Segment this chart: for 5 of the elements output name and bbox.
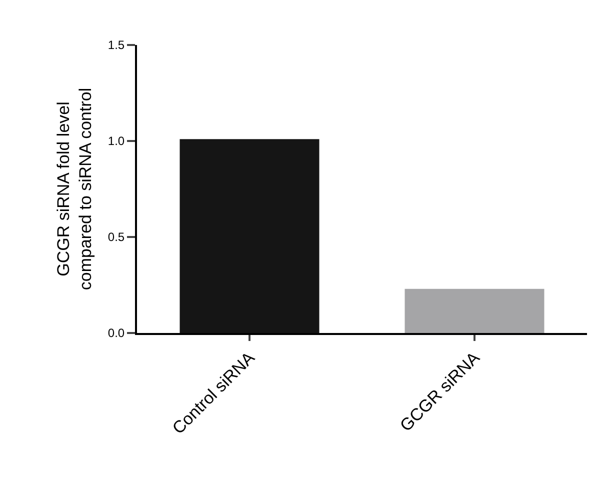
y-tick-label: 1.5 xyxy=(108,38,125,52)
y-tick-label: 1.0 xyxy=(108,134,125,148)
y-tick-label: 0.0 xyxy=(108,326,125,340)
y-axis-title: GCGR siRNA fold level compared to siRNA control xyxy=(54,88,95,290)
y-tick-label: 0.5 xyxy=(108,230,125,244)
